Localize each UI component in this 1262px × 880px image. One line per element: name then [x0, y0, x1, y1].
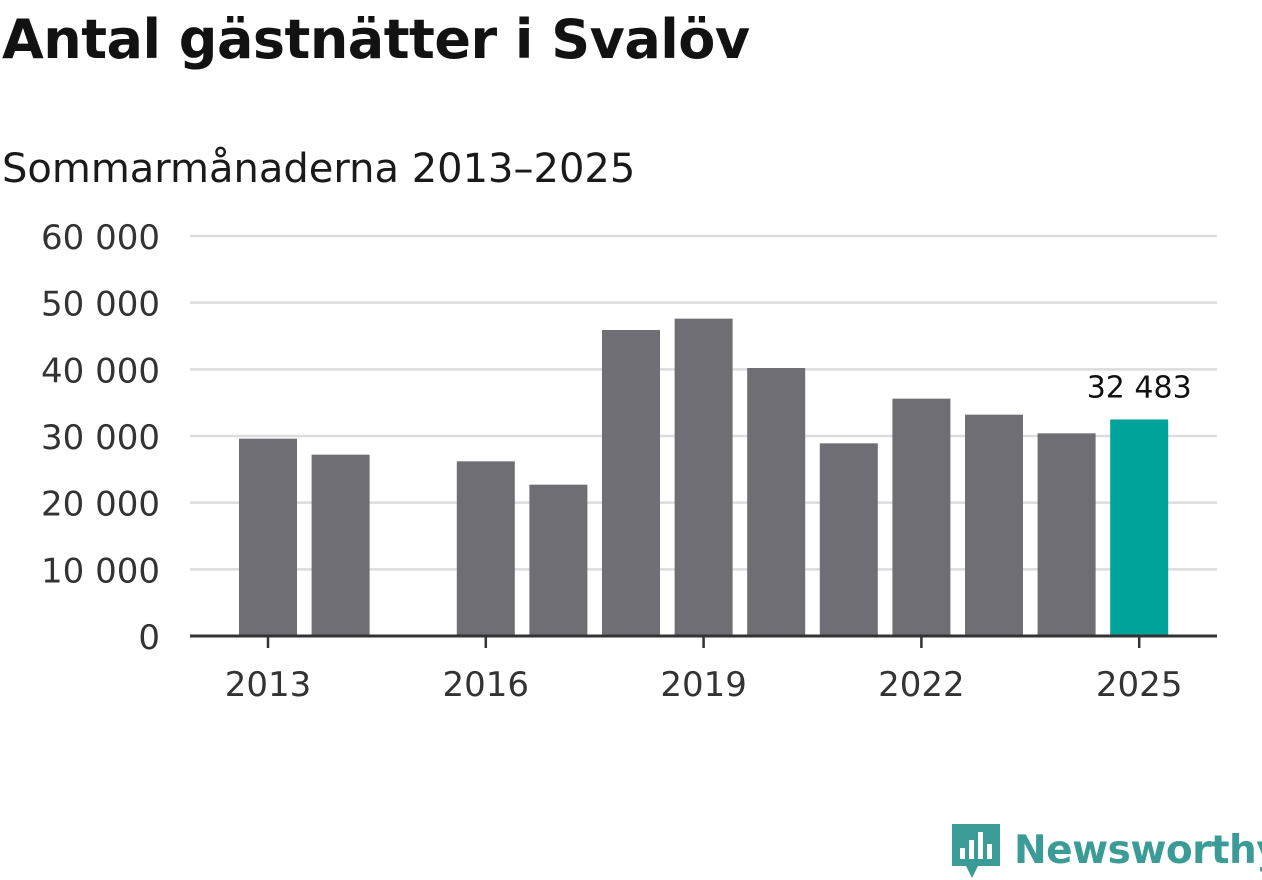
- bar-2014: [311, 454, 370, 636]
- x-tick-label: 2019: [660, 665, 747, 705]
- bar-2018: [602, 330, 660, 636]
- y-tick-label: 50 000: [41, 285, 160, 325]
- x-axis-ticks: 2013 2016 2019 2022 2025: [225, 636, 1183, 705]
- y-tick-label: 20 000: [41, 485, 160, 525]
- y-axis-ticks: 0 10 000 20 000 30 000 40 000 50 000 60 000: [41, 218, 160, 658]
- data-labels: 32 483: [1087, 370, 1192, 405]
- bar-2019: [674, 318, 733, 636]
- bar-2017: [529, 484, 588, 636]
- chart-subtitle: Sommarmånaderna 2013–2025: [2, 146, 636, 192]
- bar-2021: [819, 443, 878, 636]
- x-tick-label: 2025: [1096, 665, 1183, 705]
- bars: [239, 318, 1169, 636]
- chart-title: Antal gästnätter i Svalöv: [2, 8, 750, 71]
- y-tick-label: 60 000: [41, 218, 160, 258]
- bar-2020: [747, 368, 806, 636]
- bar-2025: [1110, 419, 1169, 636]
- newsworthy-logo: Newsworthy: [950, 820, 1262, 880]
- bar-2013: [239, 438, 297, 636]
- bar-2024: [1037, 433, 1096, 636]
- x-tick-label: 2013: [225, 665, 312, 705]
- bar-2016: [456, 461, 515, 636]
- bar-2022: [892, 398, 951, 636]
- data-label-2025: 32 483: [1087, 370, 1192, 405]
- brand-name: Newsworthy: [1014, 827, 1262, 873]
- newsworthy-logo-icon: [952, 824, 1000, 878]
- x-tick-label: 2016: [443, 665, 530, 705]
- y-tick-label: 10 000: [41, 551, 160, 591]
- x-tick-label: 2022: [878, 665, 965, 705]
- y-tick-label: 0: [138, 618, 160, 658]
- y-tick-label: 30 000: [41, 418, 160, 458]
- bar-2023: [965, 414, 1023, 636]
- y-tick-label: 40 000: [41, 351, 160, 391]
